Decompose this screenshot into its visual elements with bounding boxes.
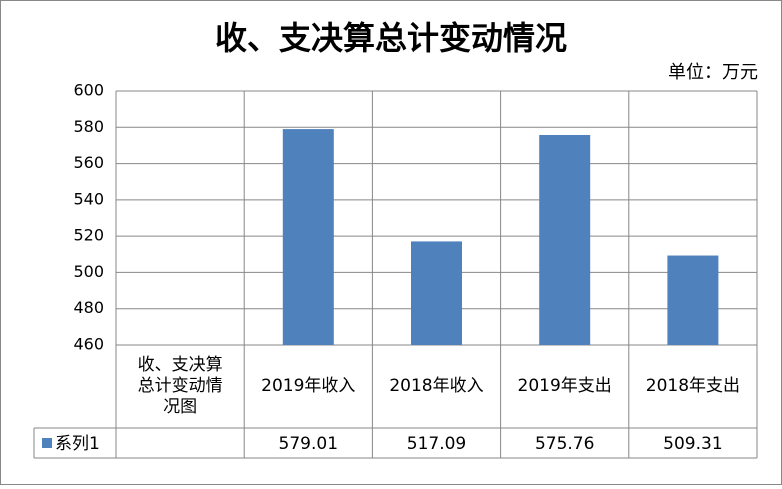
x-tick-label-box: 2018年收入 xyxy=(389,376,484,396)
y-tick-label: 520 xyxy=(73,226,104,245)
y-tick-label: 480 xyxy=(73,298,104,317)
table-value: 509.31 xyxy=(663,434,722,454)
x-tick-label: 2018年支出 xyxy=(645,376,741,396)
y-tick-label: 540 xyxy=(73,189,104,208)
legend-label: 系列1 xyxy=(55,434,100,454)
y-tick-label: 600 xyxy=(73,81,104,100)
bar xyxy=(282,129,334,345)
table-value: 517.09 xyxy=(407,434,466,454)
x-tick-label: 2019年收入 xyxy=(261,376,356,396)
x-tick-label-box: 2019年支出 xyxy=(517,376,612,396)
legend-key xyxy=(42,438,52,448)
chart-title: 收、支决算总计变动情况 xyxy=(215,19,567,57)
y-tick-label: 560 xyxy=(73,153,104,172)
x-tick-label: 2019年支出 xyxy=(517,376,612,396)
table-value: 575.76 xyxy=(535,434,594,454)
bar xyxy=(411,241,462,345)
y-tick-label: 500 xyxy=(73,262,104,281)
table-value: 579.01 xyxy=(279,434,338,454)
bar xyxy=(667,255,719,345)
x-tick-label-box: 2018年支出 xyxy=(645,376,741,396)
y-tick-label: 580 xyxy=(73,117,104,136)
x-tick-label: 收、支决算总计变动情况图 xyxy=(137,355,223,417)
unit-note: 单位：万元 xyxy=(668,62,758,83)
x-tick-label: 2018年收入 xyxy=(389,376,484,396)
y-tick-label: 460 xyxy=(73,335,104,354)
bar xyxy=(539,134,591,345)
x-tick-label-box: 2019年收入 xyxy=(261,376,356,396)
x-tick-label-box: 收、支决算总计变动情况图 xyxy=(137,355,223,417)
